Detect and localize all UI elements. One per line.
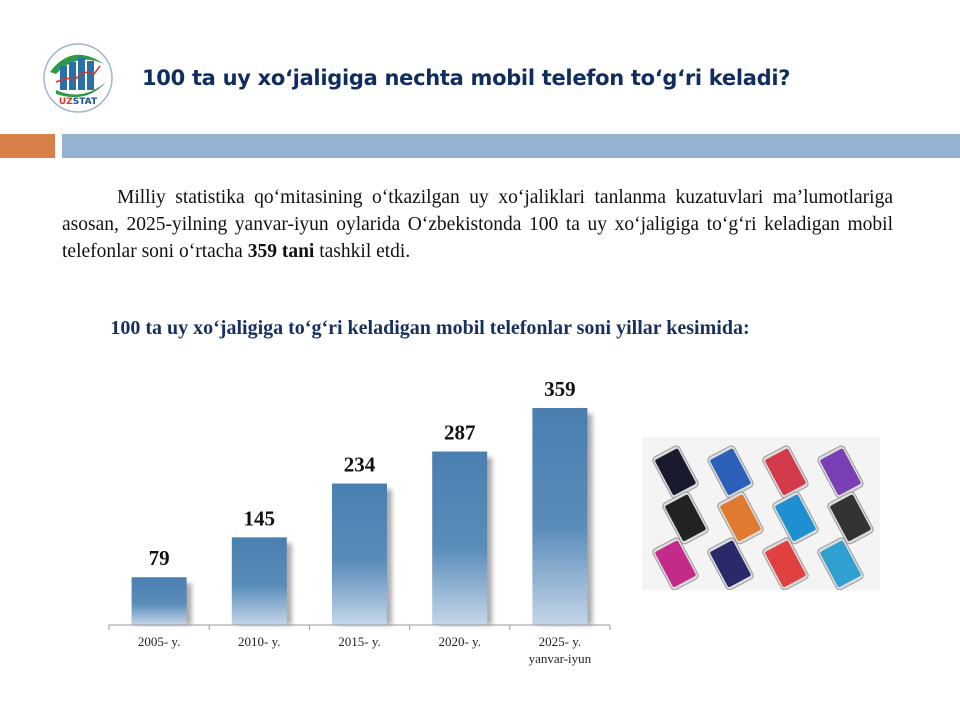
- x-tick-label: 2005- y.: [138, 634, 181, 649]
- uzstat-logo: UZSTAT: [43, 43, 113, 113]
- svg-text:UZSTAT: UZSTAT: [59, 97, 98, 107]
- data-label: 145: [244, 506, 276, 530]
- phone-icon: [662, 491, 709, 545]
- smartphones-image: [642, 437, 880, 590]
- bar: [432, 451, 488, 625]
- page-title: 100 ta uy xo‘jaligiga nechta mobil telef…: [142, 66, 791, 90]
- accent-bar-orange: [0, 134, 55, 158]
- x-tick-label: yanvar-iyun: [529, 651, 592, 666]
- data-label: 287: [444, 421, 476, 445]
- x-tick-label: 2010- y.: [238, 634, 281, 649]
- bar: [231, 537, 287, 625]
- para-highlight: 359 tani: [247, 241, 315, 262]
- intro-paragraph: Milliy statistika qo‘mitasining o‘tkazil…: [62, 184, 893, 265]
- x-tick-label: 2015- y.: [338, 634, 381, 649]
- phone-icon: [762, 537, 809, 590]
- data-label: 79: [149, 546, 170, 570]
- accent-bar-blue: [62, 134, 960, 158]
- bar: [131, 577, 187, 625]
- bar: [332, 483, 387, 625]
- phone-icon: [707, 537, 754, 590]
- phone-icon: [652, 537, 699, 590]
- x-tick-label: 2025- y.: [539, 634, 582, 649]
- data-label: 359: [544, 377, 576, 401]
- data-label: 234: [344, 453, 376, 477]
- phone-icon: [827, 491, 874, 545]
- bar: [532, 408, 588, 625]
- chart-title: 100 ta uy xo‘jaligiga to‘g‘ri keladigan …: [110, 317, 750, 339]
- phone-icon: [817, 537, 864, 590]
- phone-icon: [717, 491, 764, 545]
- x-tick-label: 2020- y.: [438, 634, 481, 649]
- para-text: Milliy statistika qo‘mitasining o‘tkazil…: [62, 187, 893, 262]
- phone-icon: [772, 491, 819, 545]
- para-text-end: tashkil etdi.: [314, 241, 411, 262]
